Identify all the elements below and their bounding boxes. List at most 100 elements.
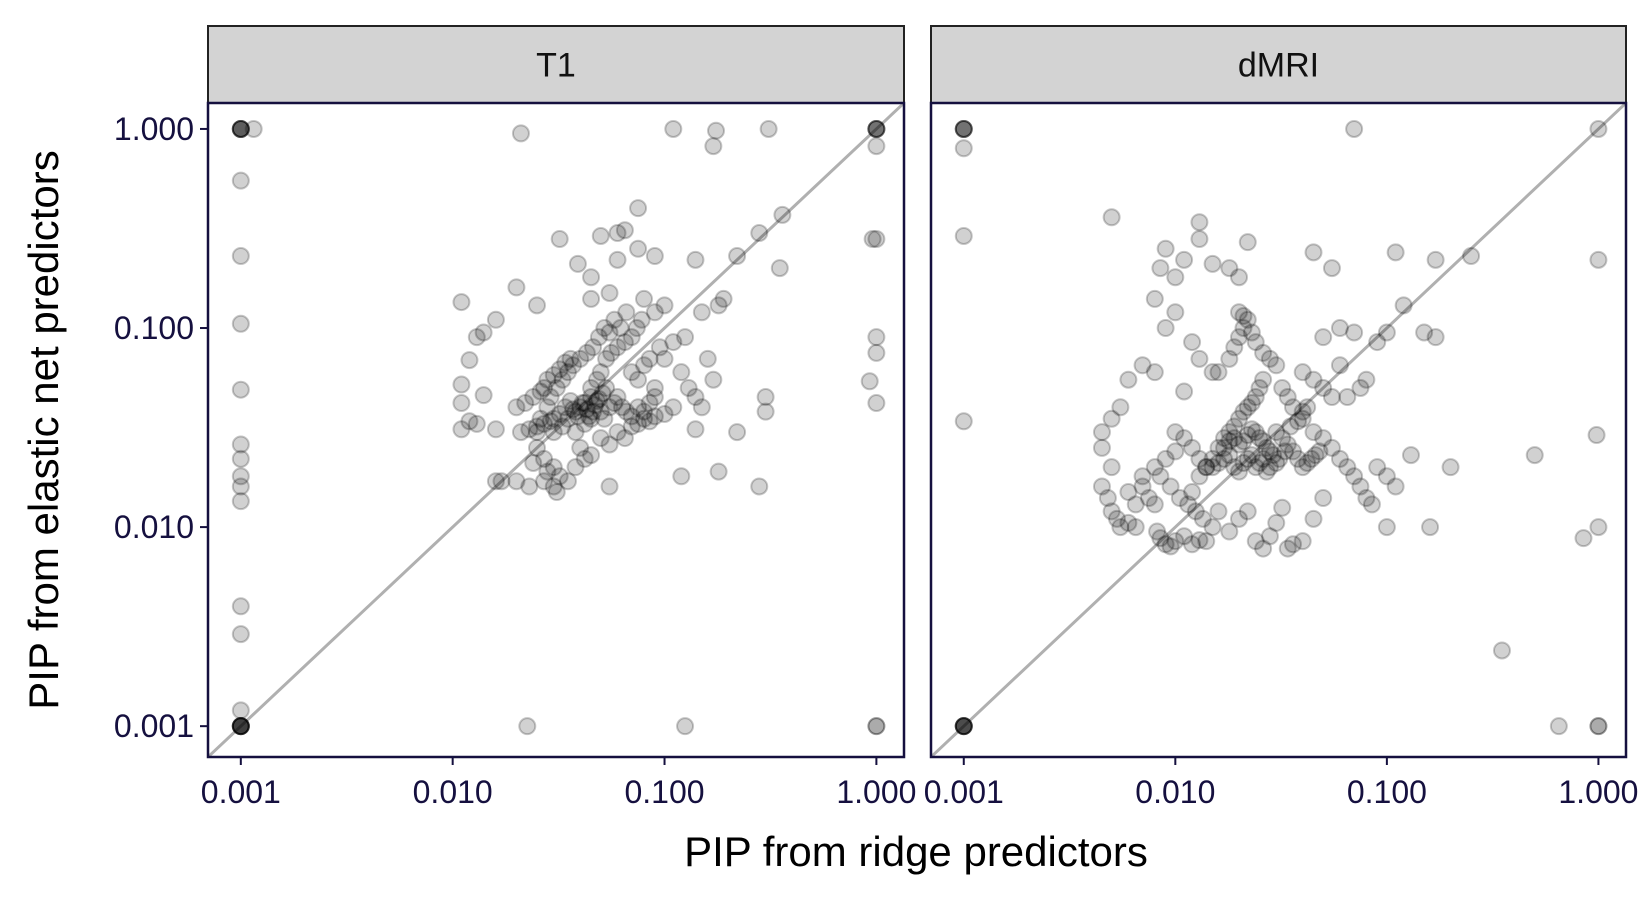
data-point [867,119,886,138]
data-point [1156,535,1175,554]
data-point [1166,268,1185,287]
data-point [1264,446,1283,465]
data-point [1260,458,1279,477]
data-point [588,370,606,389]
data-point [686,388,705,407]
data-point [547,483,566,502]
data-point [615,221,634,240]
data-point [589,390,608,408]
data-point [1549,717,1568,736]
data-point [1394,296,1413,315]
data-point [507,278,526,297]
data-point [1276,442,1295,461]
data-point [1492,641,1511,660]
data-point [1161,537,1180,556]
data-point [1242,446,1261,465]
data-point [1230,409,1249,428]
data-point [676,328,695,347]
data-point [1377,323,1396,342]
data-point [1203,518,1222,537]
data-point [1293,532,1312,551]
data-point [1209,438,1228,457]
data-point [591,363,610,382]
data-point [527,417,546,436]
data-point [608,250,627,269]
data-point [547,378,566,397]
plot-area [208,103,904,757]
data-point [1119,483,1138,502]
data-point [460,412,479,431]
data-point [1190,230,1209,248]
data-point [954,119,973,138]
data-point [954,226,973,245]
data-point [1203,363,1222,382]
data-point [709,462,728,481]
data-point [954,717,973,736]
data-point [564,356,583,375]
data-point [531,382,550,401]
data-point [1225,429,1244,448]
data-point [605,310,624,329]
plot-area [931,103,1626,757]
data-point [622,407,641,426]
data-point [582,378,601,397]
data-point [1238,233,1257,252]
data-point [600,283,619,302]
data-point [1151,467,1170,486]
data-point [1238,502,1257,521]
data-point [1197,532,1216,551]
data-point [1238,426,1257,445]
data-point [1133,467,1152,486]
data-point [1220,432,1239,451]
data-point [1310,442,1329,461]
data-point [231,380,250,399]
data-point [1421,518,1440,537]
data-point [1190,213,1209,232]
data-point [520,420,539,439]
data-point [541,412,560,431]
data-point [655,296,674,315]
data-point [231,477,250,496]
data-point [1220,259,1239,278]
data-point [692,398,711,417]
x-tick-label: 0.100 [624,774,704,810]
data-point [231,119,250,138]
data-point [600,477,619,496]
data-point [1254,343,1273,362]
data-point [591,226,610,245]
data-point [1270,449,1289,468]
data-point [1284,442,1303,461]
data-point [231,717,250,736]
data-point [1273,378,1292,397]
data-point [1267,356,1286,375]
data-point [1238,398,1257,417]
data-point [538,462,557,481]
data-point [1220,522,1239,541]
data-point [1273,429,1292,448]
data-point [1102,502,1121,521]
data-point [1304,509,1323,528]
data-point [1190,467,1209,486]
data-point [954,717,973,736]
data-point [1209,363,1228,382]
data-point [544,366,563,385]
data-point [1246,333,1265,352]
data-point [586,396,605,415]
data-point [558,409,577,428]
x-axis-title: PIP from ridge predictors [684,828,1148,875]
data-point [1225,338,1244,357]
x-tick-label: 0.100 [1347,774,1427,810]
data-point [1161,477,1180,496]
data-point [645,407,664,426]
reference-line [208,103,904,757]
data-point [1314,489,1333,507]
data-point [486,310,505,329]
data-point [954,139,973,158]
data-point [544,477,563,496]
data-point [556,353,575,372]
data-point [231,717,250,736]
data-point [1145,289,1164,308]
data-point [1156,319,1175,338]
data-point [582,289,601,308]
